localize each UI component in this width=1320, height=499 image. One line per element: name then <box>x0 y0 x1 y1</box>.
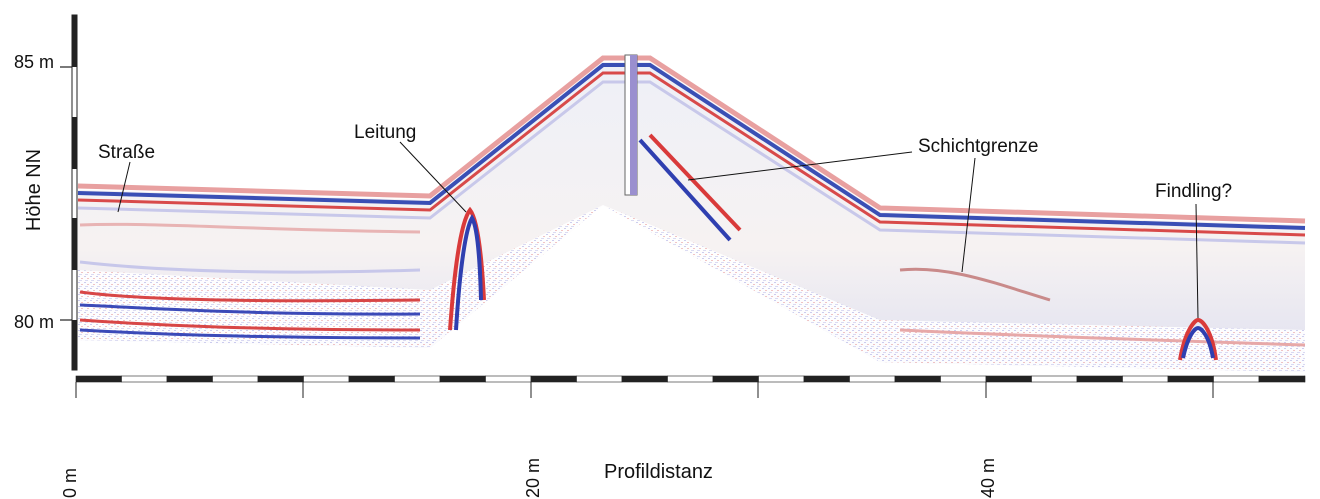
depth-scale-bar-fill <box>630 55 637 195</box>
x-tick-20m: 20 m <box>523 458 543 498</box>
x-scale-segment <box>803 375 850 383</box>
x-scale-segment <box>439 375 486 383</box>
x-scale-segment <box>212 375 259 383</box>
x-axis-label: Profildistanz <box>604 461 713 483</box>
x-tick-40m: 40 m <box>978 458 998 498</box>
x-scale-segment <box>1258 375 1305 383</box>
x-scale-segment <box>485 375 532 383</box>
y-axis <box>60 14 78 371</box>
annotation-findling: Findling? <box>1155 181 1232 202</box>
x-scale-segment <box>75 375 122 383</box>
x-scale-segment <box>712 375 759 383</box>
x-scale-segment <box>758 375 805 383</box>
x-scale-segment <box>166 375 213 383</box>
annotation-leitung: Leitung <box>354 122 416 143</box>
x-scale-segment <box>985 375 1032 383</box>
y-axis-label: Höhe NN <box>23 149 45 231</box>
slope-reflector <box>638 133 742 242</box>
x-scale-segment <box>1167 375 1214 383</box>
pipe-hyperbola <box>448 206 486 331</box>
x-scale-segment <box>1122 375 1169 383</box>
x-scale-segment <box>530 375 577 383</box>
x-scale-segment <box>394 375 441 383</box>
x-scale-segment <box>1304 375 1306 383</box>
x-tick-0m: 0 m <box>60 468 80 498</box>
annotation-strasse: Straße <box>98 142 155 163</box>
x-axis <box>75 375 1306 398</box>
x-scale-segment <box>1076 375 1123 383</box>
x-scale-segment <box>576 375 623 383</box>
annotation-strasse-pointer <box>117 161 131 213</box>
x-scale-segment <box>940 375 987 383</box>
x-scale-segment <box>348 375 395 383</box>
x-scale-segment <box>121 375 168 383</box>
x-scale-segment <box>849 375 896 383</box>
annotation-findling-pointer <box>1195 203 1199 319</box>
x-scale-segment <box>1213 375 1260 383</box>
x-scale-segment <box>894 375 941 383</box>
boulder-hyperbola <box>1178 317 1218 361</box>
y-tick-85: 85 m <box>14 52 54 72</box>
annotation-schichtgrenze-pointer-2 <box>961 157 976 273</box>
annotation-schichtgrenze-pointer-1 <box>687 151 913 181</box>
y-tick-80: 80 m <box>14 312 54 332</box>
x-scale-segment <box>1031 375 1078 383</box>
annotation-leitung-pointer <box>399 141 467 213</box>
reflector-bands <box>79 222 1306 347</box>
x-scale-segment <box>303 375 350 383</box>
annotation-schichtgrenze: Schichtgrenze <box>918 136 1038 157</box>
x-scale-segment <box>667 375 714 383</box>
x-scale-segment <box>621 375 668 383</box>
x-scale-segment <box>257 375 304 383</box>
